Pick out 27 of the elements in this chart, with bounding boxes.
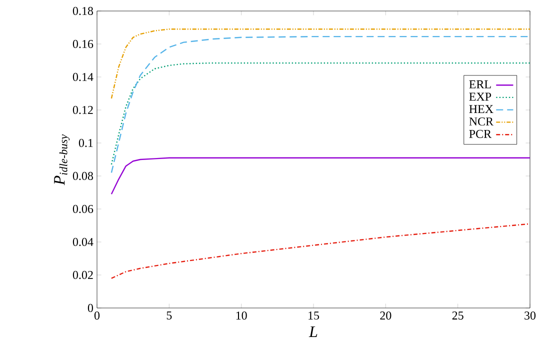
x-tick-label: 25 bbox=[452, 312, 464, 320]
y-tick-label: 0.06 bbox=[72, 204, 94, 214]
legend-label: ERL bbox=[469, 80, 491, 88]
x-tick-label: 10 bbox=[236, 312, 247, 320]
x-tick-label: 15 bbox=[308, 312, 320, 320]
y-tick-label: 0.12 bbox=[72, 106, 93, 114]
legend-label: EXP bbox=[469, 92, 492, 101]
x-tick-label: 0 bbox=[94, 312, 100, 320]
legend-label: HEX bbox=[469, 105, 494, 113]
x-tick-label: 20 bbox=[380, 312, 392, 320]
y-tick-label: 0.02 bbox=[72, 270, 93, 280]
y-tick-label: 0.08 bbox=[72, 172, 94, 180]
x-axis-title: L bbox=[308, 326, 318, 337]
line-series bbox=[110, 157, 530, 195]
x-tick-label: 5 bbox=[166, 312, 172, 320]
legend-label: PCR bbox=[469, 130, 492, 138]
y-tick-label: 0 bbox=[88, 304, 94, 312]
y-tick-label: 0.04 bbox=[72, 238, 94, 246]
y-axis-title: P$_{idle-busy}$ bbox=[54, 134, 70, 186]
y-tick-label: 0.16 bbox=[72, 40, 94, 48]
line-series bbox=[110, 28, 530, 100]
legend-label: NCR bbox=[469, 117, 494, 126]
y-tick-label: 0.14 bbox=[72, 72, 94, 82]
line-series bbox=[110, 62, 530, 166]
y-tick-label: 0.18 bbox=[72, 6, 94, 16]
y-tick-label: 0.1 bbox=[78, 138, 93, 148]
x-tick-label: 30 bbox=[524, 312, 536, 320]
